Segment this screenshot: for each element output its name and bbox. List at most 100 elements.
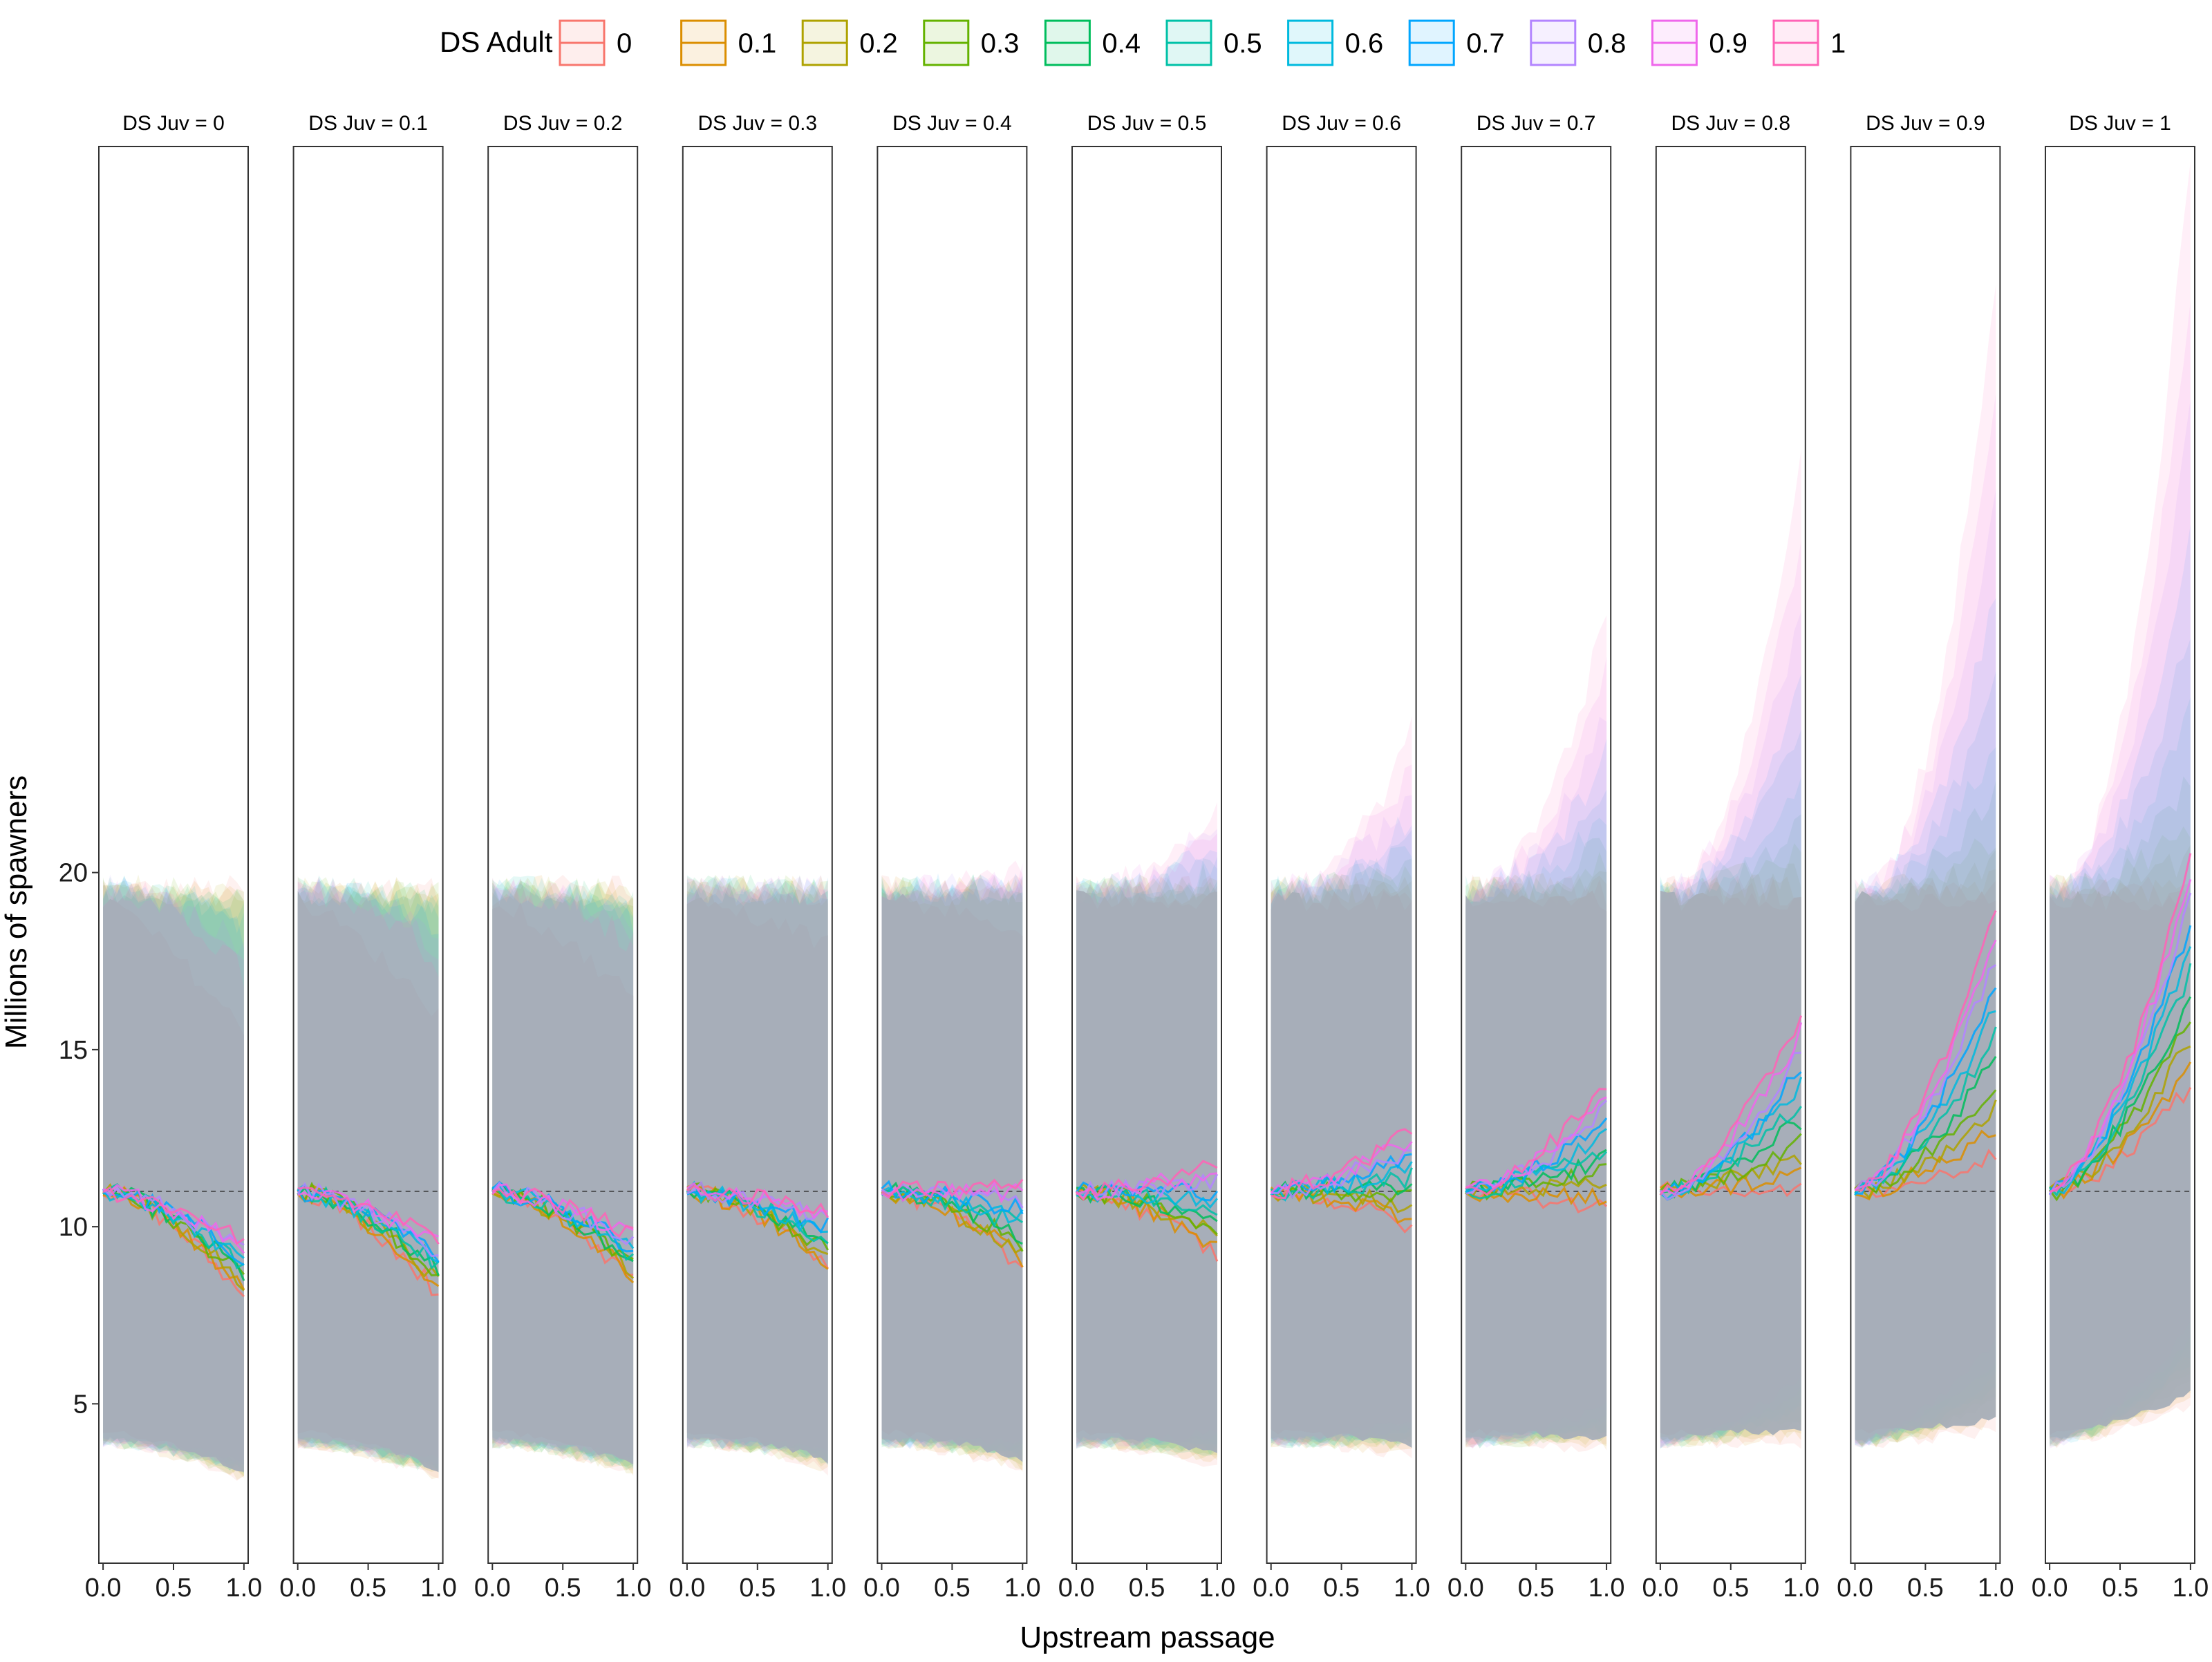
facet-panel-1: DS Juv = 0.1 0.0 0.5 1.0: [279, 112, 457, 1603]
x-tick-label: 1.0: [809, 1574, 846, 1603]
series-line-ds-adult-1: [297, 1187, 440, 1245]
strip-label: DS Juv = 0.3: [698, 112, 818, 135]
panel-plot-area: [1075, 802, 1219, 1467]
series-line-ds-adult-1: [1659, 1015, 1803, 1196]
panel-plot-area: [297, 875, 440, 1480]
series-line-ds-adult-1: [2049, 853, 2192, 1193]
y-tick-label: 15: [59, 1036, 88, 1065]
ribbon-overlap: [297, 891, 439, 1472]
x-tick-label: 0.0: [1058, 1574, 1095, 1603]
panel-plot-area: [1464, 615, 1608, 1453]
legend-label-0.8: 0.8: [1588, 28, 1627, 59]
x-tick-label: 0.0: [1447, 1574, 1484, 1603]
x-tick-label: 1.0: [1978, 1574, 2014, 1603]
facet-panel-4: DS Juv = 0.4 0.0 0.5 1.0: [863, 112, 1041, 1603]
x-tick-label: 0.5: [1712, 1574, 1749, 1603]
facet-panel-8: DS Juv = 0.8 0.0 0.5 1.0: [1642, 112, 1819, 1603]
x-tick-label: 1.0: [1588, 1574, 1625, 1603]
legend-title: DS Adult: [440, 26, 553, 58]
strip-label: DS Juv = 0.6: [1282, 112, 1401, 135]
x-tick-label: 1.0: [1004, 1574, 1041, 1603]
panel-plot-area: [2048, 161, 2192, 1448]
series-line-ds-adult-0.6: [297, 1183, 440, 1264]
panel-plot-area: [1659, 448, 1803, 1449]
x-tick-label: 0.5: [1323, 1574, 1360, 1603]
legend-label-0.3: 0.3: [981, 28, 1020, 59]
series-line-ds-adult-1: [1271, 1128, 1413, 1200]
series-line-ds-adult-0.5: [1465, 1151, 1608, 1200]
facet-panels: DS Juv = 0 0.0 0.5 1.0 DS Juv = 0.1 0.0 0.5 1.0…: [85, 112, 2209, 1603]
series-line-ds-adult-0.3: [2048, 1021, 2192, 1202]
series-line-ds-adult-0.6: [686, 1180, 828, 1234]
series-line-ds-adult-0.9: [686, 1182, 828, 1220]
series-line-ds-adult-0.3: [1271, 1181, 1412, 1203]
panel-plot-area: [686, 874, 830, 1476]
series-line-ds-adult-1: [1075, 1160, 1218, 1201]
x-tick-label: 0.5: [739, 1574, 776, 1603]
series-line-ds-adult-0.9: [1854, 939, 1997, 1191]
legend: DS Adult 0 0.1 0.2 0.3 0.4 0.5 0.6 0.7 0.8 0.9 1: [440, 19, 1846, 66]
series-line-ds-adult-0.8: [1076, 1173, 1219, 1200]
strip-label: DS Juv = 0.5: [1087, 112, 1207, 135]
series-line-ds-adult-0.8: [1854, 964, 1997, 1191]
series-line-ds-adult-1: [491, 1187, 634, 1238]
facet-panel-10: DS Juv = 1 0.0 0.5 1.0: [2032, 112, 2209, 1603]
x-tick-label: 0.0: [2032, 1574, 2068, 1603]
series-line-ds-adult-0.9: [1076, 1172, 1218, 1201]
x-tick-label: 1.0: [420, 1574, 457, 1603]
x-tick-label: 0.0: [1837, 1574, 1873, 1603]
legend-label-0.1: 0.1: [738, 28, 777, 59]
strip-label: DS Juv = 0.1: [308, 112, 428, 135]
series-line-ds-adult-0.6: [2050, 946, 2192, 1195]
series-line-ds-adult-0: [297, 1190, 439, 1296]
legend-label-0.5: 0.5: [1224, 28, 1262, 59]
strip-label: DS Juv = 0: [122, 112, 225, 135]
ribbon-overlap: [103, 898, 244, 1472]
panel-plot-area: [1854, 284, 1997, 1448]
x-tick-label: 0.0: [1642, 1574, 1678, 1603]
series-line-ds-adult-0.9: [1465, 1096, 1607, 1189]
series-line-ds-adult-0.5: [1076, 1182, 1218, 1216]
series-line-ds-adult-1: [102, 1186, 245, 1245]
series-line-ds-adult-0.5: [1854, 1026, 1997, 1195]
x-tick-label: 0.5: [1907, 1574, 1944, 1603]
series-line-ds-adult-0.9: [102, 1183, 245, 1254]
ribbon-overlap: [881, 894, 1023, 1462]
x-tick-label: 0.0: [474, 1574, 511, 1603]
x-tick-label: 0.5: [156, 1574, 192, 1603]
facet-panel-7: DS Juv = 0.7 0.0 0.5 1.0: [1447, 112, 1625, 1603]
legend-label-0: 0: [617, 28, 632, 59]
ribbon-overlap: [1465, 890, 1607, 1441]
series-line-ds-adult-1: [1465, 1088, 1607, 1196]
x-tick-label: 1.0: [1394, 1574, 1430, 1603]
x-tick-label: 0.5: [2102, 1574, 2139, 1603]
facet-panel-0: DS Juv = 0 0.0 0.5 1.0: [85, 112, 263, 1603]
y-tick-label: 5: [73, 1390, 88, 1419]
x-tick-label: 1.0: [2172, 1574, 2209, 1603]
legend-label-0.4: 0.4: [1102, 28, 1141, 59]
x-tick-label: 0.0: [85, 1574, 122, 1603]
x-tick-label: 1.0: [1199, 1574, 1235, 1603]
x-tick-label: 1.0: [225, 1574, 262, 1603]
x-tick-label: 0.0: [279, 1574, 316, 1603]
series-line-ds-adult-1: [1855, 909, 1997, 1191]
x-tick-label: 0.5: [1518, 1574, 1555, 1603]
x-tick-label: 0.0: [1253, 1574, 1289, 1603]
strip-label: DS Juv = 0.2: [503, 112, 623, 135]
x-tick-label: 0.5: [545, 1574, 581, 1603]
x-tick-label: 1.0: [1783, 1574, 1819, 1603]
strip-label: DS Juv = 0.9: [1866, 112, 1985, 135]
strip-label: DS Juv = 1: [2069, 112, 2171, 135]
legend-label-0.6: 0.6: [1345, 28, 1384, 59]
x-tick-label: 0.0: [863, 1574, 900, 1603]
ribbon-overlap: [686, 897, 828, 1464]
series-line-ds-adult-0.8: [1271, 1149, 1412, 1199]
ribbon-overlap: [1076, 890, 1217, 1453]
panel-plot-area: [102, 874, 245, 1481]
x-tick-label: 0.5: [350, 1574, 386, 1603]
series-line-ds-adult-0.9: [881, 1180, 1024, 1204]
series-line-ds-adult-0.1: [1465, 1186, 1607, 1207]
series-line-ds-adult-0.9: [491, 1183, 634, 1231]
